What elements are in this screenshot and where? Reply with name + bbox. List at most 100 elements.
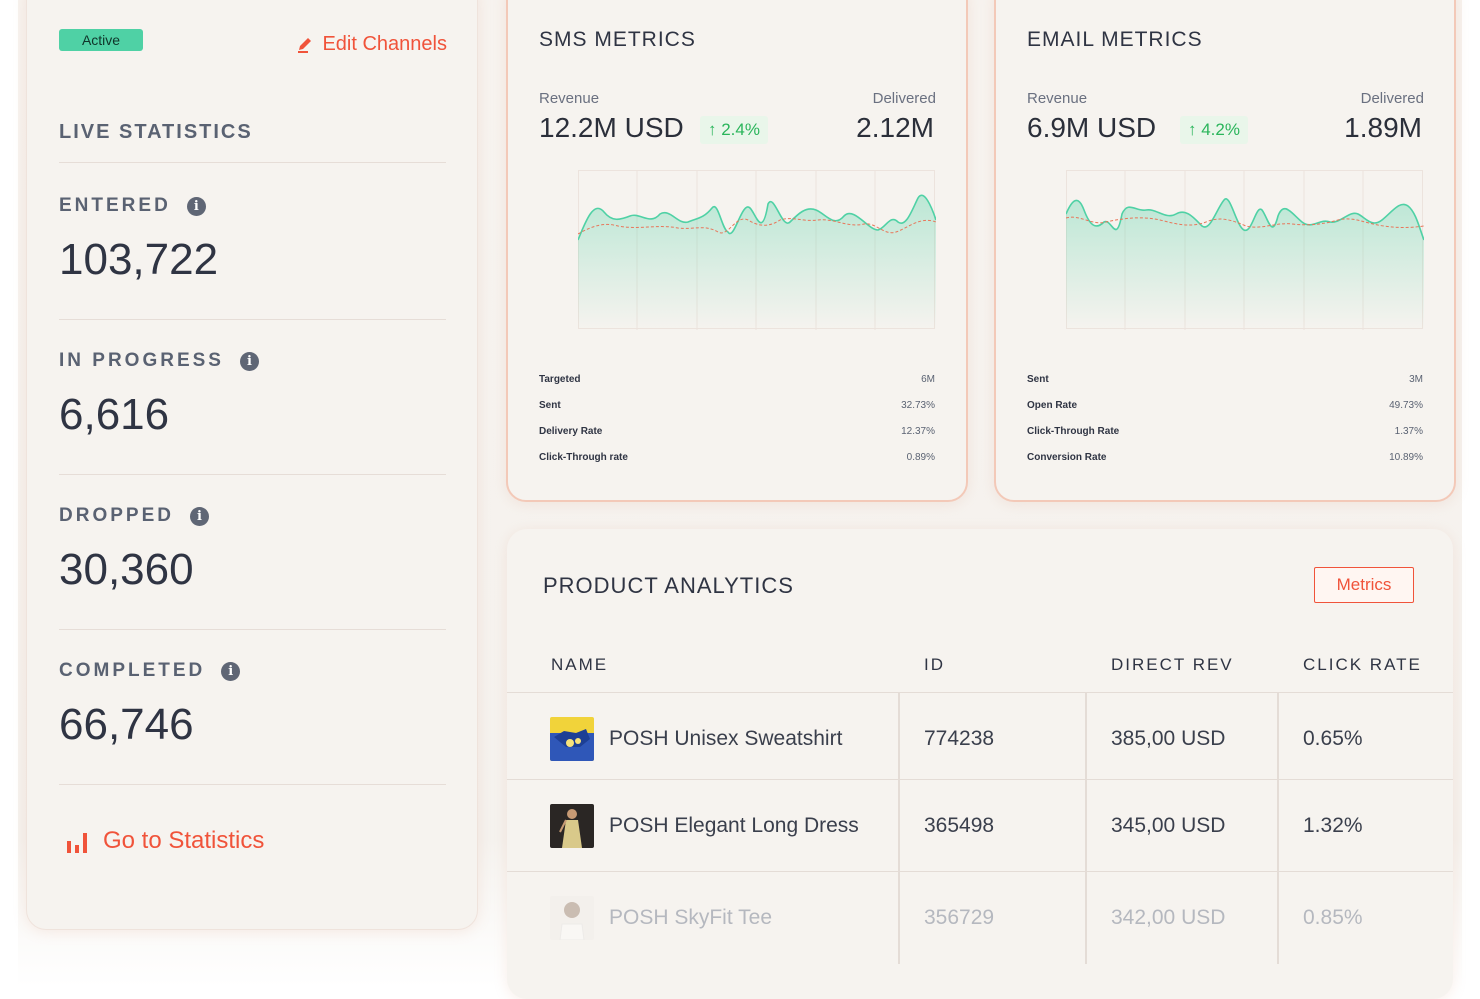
- product-id-cell: 774238: [924, 727, 995, 750]
- info-icon[interactable]: i: [186, 196, 206, 216]
- divider: [59, 784, 446, 785]
- metric-label: Sent: [1027, 374, 1049, 385]
- metric-label: Sent: [539, 400, 561, 411]
- stat-value-in-progress: 6,616: [59, 390, 170, 439]
- live-statistics-title: LIVE STATISTICS: [59, 121, 253, 143]
- info-icon[interactable]: i: [221, 661, 241, 681]
- metric-value: 3M: [1409, 374, 1423, 385]
- column-header-direct-rev[interactable]: DIRECT REV: [1111, 655, 1234, 674]
- product-analytics-card: PRODUCT ANALYTICS Metrics NAME ID DIRECT…: [507, 529, 1453, 999]
- metric-row: Click-Through rate 0.89%: [539, 452, 935, 463]
- column-divider: [898, 780, 900, 872]
- divider: [59, 319, 446, 320]
- stat-label-text: COMPLETED: [59, 660, 206, 681]
- metric-value: 12.37%: [901, 426, 935, 437]
- column-divider: [1277, 693, 1279, 785]
- sms-revenue-chart: [578, 170, 936, 330]
- growth-badge: ↑ 4.2%: [1180, 116, 1248, 144]
- delivered-label: Delivered: [1360, 90, 1424, 107]
- product-name-cell: POSH SkyFit Tee: [550, 872, 772, 964]
- delivered-value: 2.12M: [856, 112, 934, 143]
- sms-metrics-card: SMS METRICS Revenue Delivered 12.2M USD …: [506, 0, 968, 502]
- metric-value: 10.89%: [1389, 452, 1423, 463]
- metric-value: 1.37%: [1394, 426, 1423, 437]
- revenue-value: 12.2M USD: [539, 112, 684, 143]
- metric-row: Delivery Rate 12.37%: [539, 426, 935, 437]
- stat-label-in-progress: IN PROGRESS i: [59, 350, 259, 372]
- metric-label: Open Rate: [1027, 400, 1078, 411]
- go-to-statistics-link[interactable]: Go to Statistics: [65, 827, 264, 855]
- metric-value: 49.73%: [1389, 400, 1423, 411]
- table-row[interactable]: POSH Unisex Sweatshirt 774238 385,00 USD…: [507, 692, 1453, 785]
- column-header-name[interactable]: NAME: [551, 655, 609, 674]
- dress-thumbnail: [550, 804, 594, 848]
- email-revenue-chart: [1066, 170, 1424, 330]
- column-header-id[interactable]: ID: [924, 655, 945, 674]
- click-rate-cell: 0.85%: [1303, 906, 1363, 929]
- metric-label: Conversion Rate: [1027, 452, 1107, 463]
- product-name: POSH Elegant Long Dress: [609, 814, 859, 837]
- divider: [59, 629, 446, 630]
- divider: [59, 162, 446, 163]
- product-name-cell: POSH Elegant Long Dress: [550, 780, 859, 872]
- delivered-value: 1.89M: [1344, 112, 1422, 143]
- email-metrics-title: EMAIL METRICS: [1027, 28, 1203, 51]
- click-rate-cell: 1.32%: [1303, 814, 1363, 837]
- go-to-statistics-label: Go to Statistics: [103, 827, 265, 854]
- bar-chart-icon: [67, 833, 87, 853]
- status-badge: Active: [59, 29, 143, 51]
- info-icon[interactable]: i: [189, 506, 209, 526]
- metric-value: 32.73%: [901, 400, 935, 411]
- table-row[interactable]: POSH Elegant Long Dress 365498 345,00 US…: [507, 779, 1453, 872]
- sms-metrics-title: SMS METRICS: [539, 28, 696, 51]
- info-icon[interactable]: i: [239, 351, 259, 371]
- metric-value: 6M: [921, 374, 935, 385]
- stat-label-dropped: DROPPED i: [59, 505, 209, 527]
- stat-label-completed: COMPLETED i: [59, 660, 241, 682]
- product-analytics-title: PRODUCT ANALYTICS: [543, 573, 794, 598]
- metric-row: Targeted 6M: [539, 374, 935, 385]
- email-metrics-card: EMAIL METRICS Revenue Delivered 6.9M USD…: [994, 0, 1456, 502]
- product-id-cell: 365498: [924, 814, 995, 837]
- stat-label-text: DROPPED: [59, 505, 174, 526]
- column-divider: [898, 872, 900, 964]
- direct-rev-cell: 385,00 USD: [1111, 727, 1226, 750]
- metric-label: Click-Through rate: [539, 452, 628, 463]
- direct-rev-cell: 342,00 USD: [1111, 906, 1226, 929]
- edit-channels-link[interactable]: Edit Channels: [296, 33, 447, 56]
- product-id-cell: 356729: [924, 906, 995, 929]
- metric-row: Click-Through Rate 1.37%: [1027, 426, 1423, 437]
- edit-channels-label: Edit Channels: [322, 33, 447, 55]
- revenue-value: 6.9M USD: [1027, 112, 1157, 143]
- column-divider: [1277, 780, 1279, 872]
- direct-rev-cell: 345,00 USD: [1111, 814, 1226, 837]
- live-statistics-card: Active Edit Channels LIVE STATISTICS ENT…: [26, 0, 478, 930]
- metric-row: Conversion Rate 10.89%: [1027, 452, 1423, 463]
- table-row[interactable]: POSH SkyFit Tee 356729 342,00 USD 0.85%: [507, 871, 1453, 964]
- metric-label: Delivery Rate: [539, 426, 603, 437]
- revenue-label: Revenue: [539, 90, 600, 107]
- metric-row: Sent 3M: [1027, 374, 1423, 385]
- column-divider: [1085, 872, 1087, 964]
- column-divider: [1277, 872, 1279, 964]
- metric-label: Click-Through Rate: [1027, 426, 1120, 437]
- tee-thumbnail: [550, 896, 594, 940]
- stat-value-dropped: 30,360: [59, 545, 194, 594]
- delivered-label: Delivered: [872, 90, 936, 107]
- column-header-click-rate[interactable]: CLICK RATE: [1303, 655, 1422, 674]
- divider: [59, 474, 446, 475]
- metric-label: Targeted: [539, 374, 581, 385]
- revenue-label: Revenue: [1027, 90, 1088, 107]
- stat-label-text: ENTERED: [59, 195, 171, 216]
- click-rate-cell: 0.65%: [1303, 727, 1363, 750]
- stat-label-entered: ENTERED i: [59, 195, 206, 217]
- product-name: POSH Unisex Sweatshirt: [609, 727, 843, 750]
- product-name: POSH SkyFit Tee: [609, 906, 772, 929]
- metric-row: Sent 32.73%: [539, 400, 935, 411]
- sweatshirt-thumbnail: [550, 717, 594, 761]
- metric-row: Open Rate 49.73%: [1027, 400, 1423, 411]
- growth-badge: ↑ 2.4%: [700, 116, 768, 144]
- pencil-icon: [298, 37, 312, 53]
- column-divider: [1085, 693, 1087, 785]
- metrics-button[interactable]: Metrics: [1314, 567, 1414, 603]
